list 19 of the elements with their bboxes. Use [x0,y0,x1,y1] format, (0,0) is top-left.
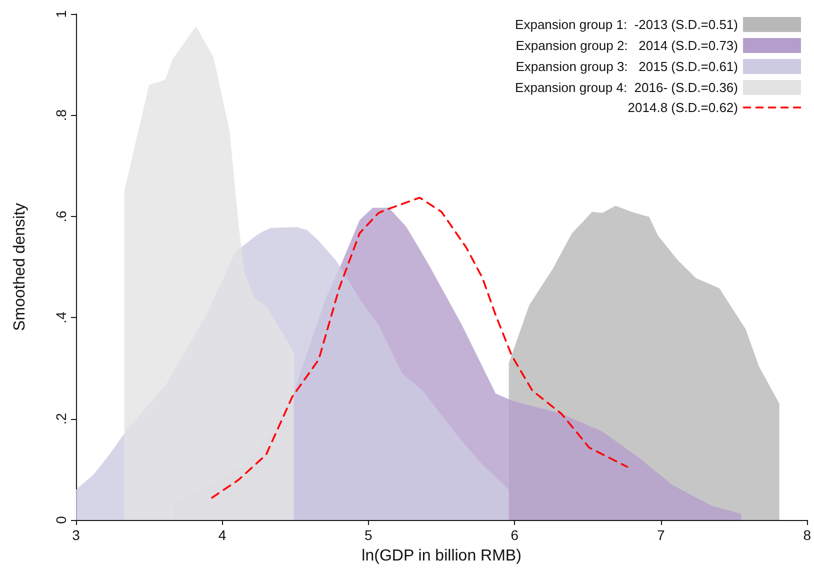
x-tick-label: 5 [364,527,373,543]
y-tick-label: .4 [53,312,69,324]
legend-label: 2014.8 (S.D.=0.62) [628,100,738,115]
y-tick-label: 1 [53,10,69,18]
legend-label: Expansion group 1: -2013 (S.D.=0.51) [515,17,738,32]
x-tick-label: 6 [510,527,519,543]
y-axis-title: Smoothed density [12,202,28,332]
x-tick-label: 4 [218,527,226,543]
y-tick-label: .2 [53,412,69,425]
x-tick-label: 7 [656,527,665,543]
legend-label: Expansion group 4: 2016- (S.D.=0.36) [515,80,738,95]
y-tick-label: 0 [53,516,69,524]
y-tick-label: .6 [53,210,69,222]
x-tick-label: 8 [803,527,812,543]
legend-label: Expansion group 2: 2014 (S.D.=0.73) [516,38,738,53]
x-tick-label: 3 [72,527,80,543]
legend-label: Expansion group 3: 2015 (S.D.=0.61) [516,59,738,74]
y-tick-label: .8 [53,109,69,122]
x-axis-title: ln(GDP in billion RMB) [362,548,522,564]
